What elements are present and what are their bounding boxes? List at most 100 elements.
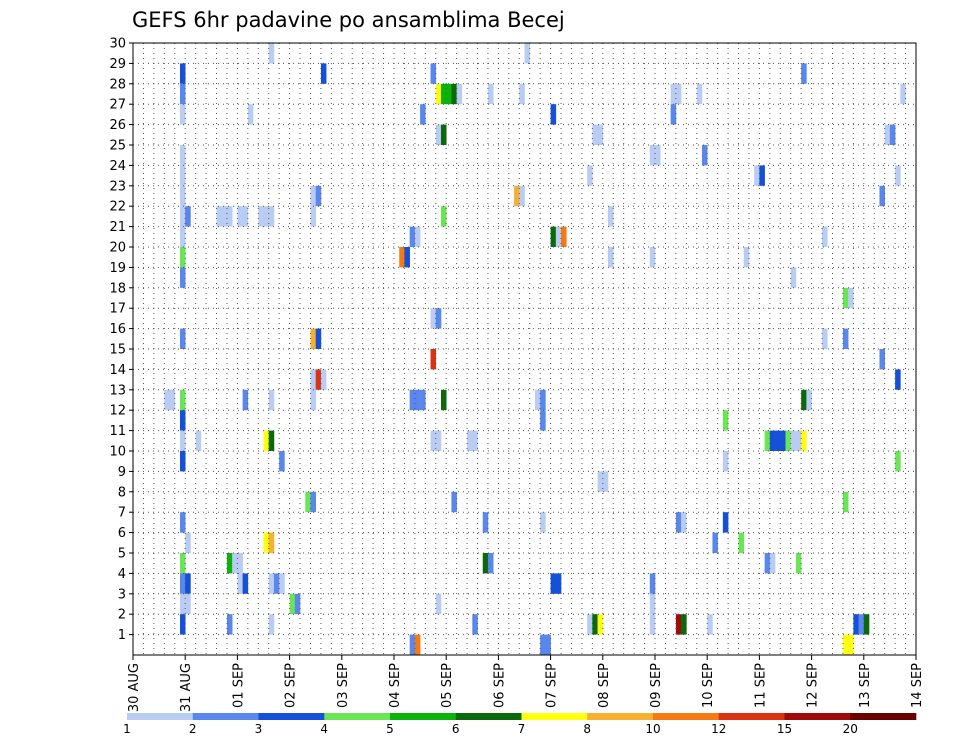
heatmap-cell xyxy=(649,145,656,166)
y-tick-label: 10 xyxy=(109,445,126,460)
heatmap-cell xyxy=(670,104,677,125)
heatmap-cell xyxy=(587,165,593,186)
heatmap-cell xyxy=(785,430,792,451)
heatmap-cell xyxy=(707,614,713,635)
heatmap-cell xyxy=(430,430,437,451)
heatmap-cell xyxy=(895,369,901,390)
heatmap-cell xyxy=(519,185,525,207)
x-tick-label: 04 SEP xyxy=(388,663,403,708)
heatmap-cell xyxy=(482,553,489,574)
x-tick-label: 09 SEP xyxy=(649,663,664,708)
heatmap-cell xyxy=(237,553,243,574)
heatmap-cell xyxy=(169,389,176,411)
heatmap-cell xyxy=(310,369,316,390)
heatmap-cell xyxy=(550,573,557,594)
heatmap-cell xyxy=(670,83,677,105)
y-tick-label: 26 xyxy=(109,118,126,133)
colorbar-swatch xyxy=(850,713,917,720)
heatmap-cell xyxy=(242,389,249,411)
colorbar-swatch xyxy=(784,713,851,720)
heatmap-cell xyxy=(801,430,807,451)
heatmap-cell xyxy=(743,247,750,268)
heatmap-cell xyxy=(420,104,426,125)
heatmap-cell xyxy=(242,573,249,594)
heatmap-cell xyxy=(738,532,745,553)
heatmap-cell xyxy=(472,614,478,635)
y-tick-label: 11 xyxy=(109,424,126,439)
colorbar-swatch xyxy=(587,713,654,720)
heatmap-cell xyxy=(895,165,901,186)
y-tick-label: 22 xyxy=(109,200,126,215)
heatmap-cell xyxy=(889,124,896,145)
heatmap-cell xyxy=(179,226,186,247)
heatmap-cell xyxy=(487,553,494,574)
heatmap-cell xyxy=(675,83,682,105)
x-tick-label: 05 SEP xyxy=(440,663,455,708)
heatmap-cell xyxy=(555,226,562,247)
heatmap-cell xyxy=(179,247,186,268)
heatmap-cell xyxy=(790,430,797,451)
heatmap-cell xyxy=(179,614,186,635)
heatmap-cell xyxy=(179,512,186,533)
heatmap-cell xyxy=(315,328,322,349)
heatmap-cell xyxy=(179,328,186,349)
heatmap-cell xyxy=(226,553,233,574)
heatmap-cell xyxy=(482,512,489,533)
heatmap-cell xyxy=(775,430,781,451)
colorbar-label: 20 xyxy=(843,722,858,736)
y-tick-label: 13 xyxy=(109,383,126,398)
colorbar-swatch xyxy=(521,713,588,720)
heatmap-cell xyxy=(879,349,885,370)
heatmap-cell xyxy=(863,614,870,635)
y-tick-label: 9 xyxy=(118,465,126,480)
heatmap-cell xyxy=(195,430,202,451)
heatmap-cell xyxy=(895,451,901,472)
heatmap-cell xyxy=(279,451,285,472)
heatmap-cell xyxy=(226,614,233,635)
heatmap-cell xyxy=(754,165,760,186)
heatmap-cell xyxy=(900,83,906,105)
colorbar-label: 4 xyxy=(320,722,328,736)
y-tick-label: 16 xyxy=(109,322,126,337)
colorbar-label: 5 xyxy=(386,722,394,736)
y-tick-label: 30 xyxy=(109,37,126,52)
heatmap-cell xyxy=(587,614,593,635)
heatmap-cell xyxy=(451,83,457,105)
heatmap-cell xyxy=(675,512,682,533)
heatmap-cell xyxy=(524,43,531,64)
colorbar-swatch xyxy=(390,713,457,720)
heatmap-cell xyxy=(320,63,327,84)
heatmap-cell xyxy=(550,226,557,247)
heatmap-cell xyxy=(487,83,494,105)
heatmap-cell xyxy=(795,553,802,574)
heatmap-cell xyxy=(608,247,614,268)
heatmap-cell xyxy=(440,389,447,411)
colorbar-label: 6 xyxy=(452,722,460,736)
y-tick-label: 23 xyxy=(109,179,126,194)
heatmap-cell xyxy=(268,430,275,451)
heatmap-cell xyxy=(216,206,223,227)
heatmap-cell xyxy=(884,124,891,145)
heatmap-cell xyxy=(179,430,186,451)
heatmap-cell xyxy=(801,63,807,84)
heatmap-cell xyxy=(185,573,191,594)
y-tick-label: 12 xyxy=(109,404,126,419)
x-tick-label: 01 SEP xyxy=(231,663,246,708)
heatmap-cell xyxy=(514,185,520,207)
heatmap-cell xyxy=(451,491,457,513)
colorbar-label: 8 xyxy=(583,722,591,736)
heatmap-cell xyxy=(242,206,249,227)
heatmap-cell xyxy=(555,573,562,594)
y-tick-label: 3 xyxy=(118,587,126,602)
heatmap-cell xyxy=(822,328,828,349)
y-tick-label: 5 xyxy=(118,547,126,562)
heatmap-cell xyxy=(430,63,437,84)
heatmap-cell xyxy=(649,247,656,268)
y-tick-label: 1 xyxy=(118,628,126,643)
heatmap-cell xyxy=(430,308,437,329)
y-tick-label: 15 xyxy=(109,343,126,358)
heatmap-cell xyxy=(764,430,771,451)
heatmap-cell xyxy=(258,206,264,227)
heatmap-cell xyxy=(414,634,421,655)
heatmap-cell xyxy=(179,553,186,574)
